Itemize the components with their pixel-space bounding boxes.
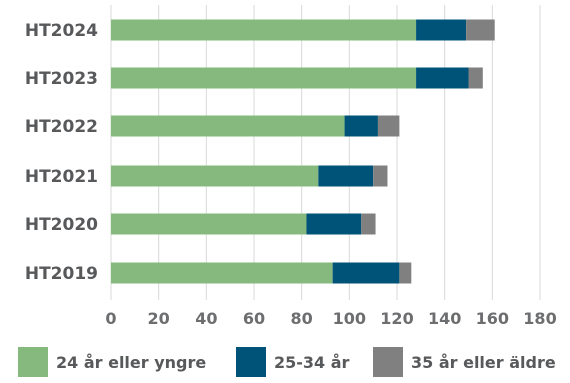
legend-label: 24 år eller yngre: [56, 353, 206, 372]
legend-swatch: [373, 347, 403, 377]
legend: 24 år eller yngre 25-34 år 35 år eller äld…: [18, 347, 556, 377]
bar-segment: [111, 262, 333, 284]
x-tick-label: 40: [195, 309, 217, 328]
legend-item: 25-34 år: [236, 347, 350, 377]
bar-segment: [416, 67, 469, 89]
bar-segment: [377, 115, 400, 137]
legend-label: 35 år eller äldre: [411, 353, 556, 372]
bar-segment: [373, 165, 388, 187]
bar-segment: [466, 19, 495, 41]
bar-segment: [306, 213, 362, 235]
bars: [111, 19, 495, 284]
legend-item: 24 år eller yngre: [18, 347, 206, 377]
x-tick-label: 20: [148, 309, 170, 328]
bar-segment: [361, 213, 376, 235]
x-tick-label: 100: [333, 309, 366, 328]
x-tick-label: 0: [105, 309, 116, 328]
x-tick-label: 60: [243, 309, 265, 328]
bar-segment: [111, 115, 345, 137]
category-label: HT2021: [25, 167, 98, 187]
x-tick-label: 80: [291, 309, 313, 328]
bar-segment: [332, 262, 400, 284]
category-label: HT2020: [25, 215, 98, 235]
legend-item: 35 år eller äldre: [373, 347, 556, 377]
bar-segment: [399, 262, 412, 284]
bar-segment: [318, 165, 374, 187]
x-tick-label: 120: [380, 309, 413, 328]
legend-label: 25-34 år: [274, 353, 350, 372]
x-tick-label: 180: [523, 309, 556, 328]
category-label: HT2024: [25, 21, 98, 41]
bar-segment: [111, 213, 307, 235]
x-tick-label: 160: [476, 309, 509, 328]
legend-swatch: [18, 347, 48, 377]
bar-segment: [111, 19, 417, 41]
bar-segment: [111, 165, 319, 187]
category-labels: HT2024 HT2023 HT2022 HT2021 HT2020 HT2019: [25, 21, 98, 284]
legend-swatch: [236, 347, 266, 377]
gridlines: [110, 5, 541, 300]
x-tick-labels: 0 20 40 60 80 100 120 140 160 180: [105, 309, 556, 328]
bar-segment: [111, 67, 417, 89]
bar-segment: [468, 67, 483, 89]
x-tick-label: 140: [428, 309, 461, 328]
category-label: HT2023: [25, 69, 98, 89]
category-label: HT2022: [25, 117, 98, 137]
bar-segment: [344, 115, 378, 137]
category-label: HT2019: [25, 264, 98, 284]
bar-segment: [416, 19, 467, 41]
